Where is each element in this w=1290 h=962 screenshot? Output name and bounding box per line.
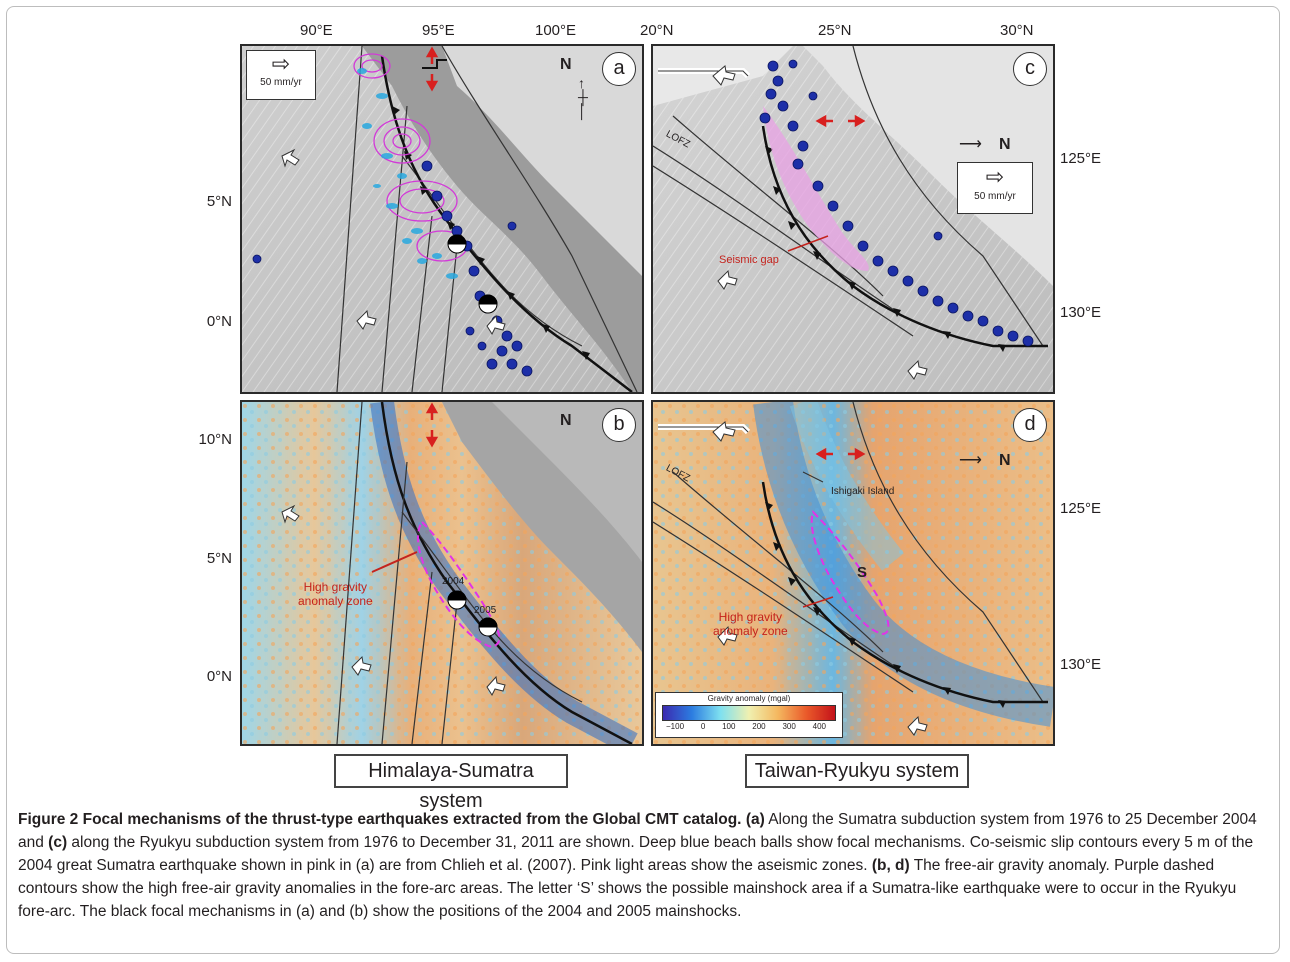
year-2005-label: 2005 <box>474 605 497 616</box>
axis-top-90E: 90°E <box>300 22 333 39</box>
scale-box-a: ⇨ 50 mm/yr <box>246 50 316 100</box>
beachballs-blue <box>252 160 533 377</box>
map-panel-d: LOFZ Ishigaki Island S High gravity anom… <box>651 400 1055 746</box>
north-label-b: N <box>560 412 572 429</box>
scale-label-a: 50 mm/yr <box>260 77 302 88</box>
colorbar-tick: 400 <box>812 722 826 731</box>
scale-box-c: ⇨ 50 mm/yr <box>957 162 1033 214</box>
north-label-a: N <box>560 56 572 73</box>
axis-left-10N-b: 10°N <box>198 431 232 448</box>
caption-text-a: Along the Sumatra subduction system from… <box>18 811 1257 851</box>
system-label-right: Taiwan-Ryukyu system <box>745 754 969 788</box>
axis-top-30N: 30°N <box>1000 22 1034 39</box>
caption-text-bd: The free-air gravity anomaly. Purple das… <box>18 857 1237 920</box>
axis-right-125E-d: 125°E <box>1060 500 1102 517</box>
scale-label-c: 50 mm/yr <box>974 191 1016 202</box>
axis-top-25N: 25°N <box>818 22 852 39</box>
north-arrow-icon: ↑ ┼ │ <box>578 75 588 119</box>
north-label-c: N <box>999 136 1011 153</box>
caption-label-a: (a) <box>745 811 765 828</box>
axis-top-95E: 95°E <box>422 22 455 39</box>
north-arrow-d-icon: ⟶ <box>959 452 982 469</box>
figure-caption: Figure 2 Focal mechanisms of the thrust-… <box>18 808 1268 923</box>
mainshocks <box>447 234 498 314</box>
colorbar-tick: 300 <box>782 722 796 731</box>
axis-left-0N-a: 0°N <box>206 313 232 330</box>
axis-left-0N-b: 0°N <box>206 668 232 685</box>
panel-label-d: d <box>1013 408 1047 442</box>
axis-right-130E-d: 130°E <box>1060 656 1102 673</box>
scale-arrow-icon: ⇨ <box>271 51 291 76</box>
system-label-left: Himalaya-Sumatra system <box>334 754 568 812</box>
colorbar-ramp <box>662 705 836 721</box>
map-panel-c: LOFZ Seismic gap N ⟶ ⇨ 50 mm/yr c <box>651 44 1055 394</box>
axis-right-125E-c: 125°E <box>1060 150 1102 167</box>
caption-label-c: (c) <box>48 834 68 851</box>
colorbar-tick: 100 <box>722 722 736 731</box>
north-label-d: N <box>999 452 1011 469</box>
axis-top-100E: 100°E <box>535 22 577 39</box>
year-2004-label: 2004 <box>442 576 465 587</box>
colorbar-title: Gravity anomaly (mgal) <box>707 694 791 703</box>
colorbar-ticks: −100 0 100 200 300 400 <box>666 722 826 732</box>
panel-label-a: a <box>602 52 636 86</box>
gravity-zone-label-b: High gravity anomaly zone <box>298 580 373 608</box>
axis-right-130E-c: 130°E <box>1060 304 1102 321</box>
caption-text-c: along the Ryukyu subduction system from … <box>18 834 1254 874</box>
seismic-gap-label: Seismic gap <box>719 254 779 266</box>
panel-label-c: c <box>1013 52 1047 86</box>
colorbar-tick: −100 <box>666 722 685 731</box>
ishigaki-label: Ishigaki Island <box>831 486 895 497</box>
colorbar-tick: 200 <box>752 722 766 731</box>
axis-left-5N-a: 5°N <box>206 193 232 210</box>
scale-arrow-c-icon: ⇨ <box>985 164 1005 189</box>
plate-arrows <box>281 148 506 336</box>
trench-teeth <box>392 106 590 360</box>
gravity-zone-label-d: High gravity anomaly zone <box>713 610 788 638</box>
colorbar-tick: 0 <box>700 722 706 731</box>
caption-label-bd: (b, d) <box>871 857 910 874</box>
panel-label-b: b <box>602 408 636 442</box>
map-panel-a: ⇨ 50 mm/yr N ↑ ┼ │ a <box>240 44 644 394</box>
colorbar: Gravity anomaly (mgal) −100 0 100 200 30… <box>655 692 843 738</box>
axis-top-20N: 20°N <box>640 22 674 39</box>
axis-left-5N-b: 5°N <box>206 550 232 567</box>
caption-title: Figure 2 Focal mechanisms of the thrust-… <box>18 811 742 828</box>
s-label: S <box>857 564 868 581</box>
north-arrow-c-icon: ⟶ <box>959 136 982 153</box>
map-panel-b: High gravity anomaly zone 2004 2005 N b <box>240 400 644 746</box>
